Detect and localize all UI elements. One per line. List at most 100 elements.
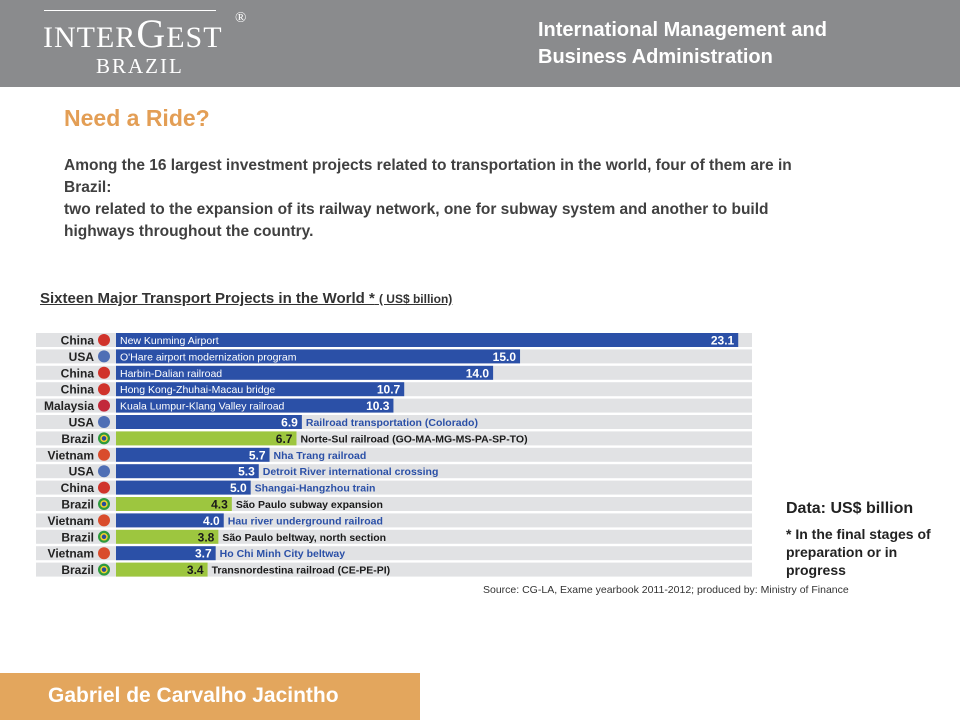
project-label: Railroad transportation (Colorado) xyxy=(306,417,478,429)
country-label: Vietnam xyxy=(48,448,94,462)
country-flag-icon xyxy=(98,465,110,478)
bar xyxy=(116,562,208,577)
country-flag-icon xyxy=(98,383,110,396)
country-flag-icon xyxy=(98,547,110,560)
country-label: Vietnam xyxy=(48,547,94,561)
value-label: 5.3 xyxy=(238,465,255,479)
value-label: 23.1 xyxy=(711,334,735,348)
bar xyxy=(116,365,494,380)
logo-prefix: INTER xyxy=(43,21,137,54)
logo-wordmark: INTERGEST xyxy=(43,14,223,56)
note-data-unit: Data: US$ billion xyxy=(786,500,914,517)
value-label: 4.0 xyxy=(203,514,220,528)
intro-paragraph-1: Among the 16 largest investment projects… xyxy=(64,157,792,196)
country-flag-icon xyxy=(98,481,110,494)
project-label: Norte-Sul railroad (GO-MA-MG-MS-PA-SP-TO… xyxy=(300,433,527,445)
flag-emblem xyxy=(100,500,108,508)
bar xyxy=(116,464,259,479)
value-label: 10.7 xyxy=(377,383,401,397)
country-label: Brazil xyxy=(61,498,94,512)
country-label: Vietnam xyxy=(48,514,94,528)
country-flag-icon xyxy=(98,448,110,461)
bar xyxy=(116,546,216,561)
value-label: 10.3 xyxy=(366,399,390,413)
project-label: Hong Kong-Zhuhai-Macau bridge xyxy=(120,384,275,396)
value-label: 14.0 xyxy=(466,366,490,380)
value-label: 3.4 xyxy=(187,563,204,577)
bar xyxy=(116,398,394,413)
country-label: China xyxy=(61,334,95,348)
flag-emblem xyxy=(100,565,108,574)
country-label: USA xyxy=(69,416,95,430)
bar xyxy=(116,497,232,511)
project-label: Harbin-Dalian railroad xyxy=(120,368,222,380)
country-label: USA xyxy=(69,350,95,364)
bar xyxy=(116,529,219,544)
header-title-line1: International Management and xyxy=(538,19,827,41)
logo-rule xyxy=(44,10,216,11)
bar xyxy=(116,415,302,429)
value-label: 4.3 xyxy=(211,498,228,512)
header-title: International Management and Business Ad… xyxy=(538,17,938,71)
bar xyxy=(116,480,251,495)
country-label: USA xyxy=(69,465,95,479)
registered-mark: ® xyxy=(235,10,247,26)
project-label: Ho Chi Minh City beltway xyxy=(220,548,346,560)
slide-title: Need a Ride? xyxy=(64,105,210,131)
value-label: 6.9 xyxy=(281,416,298,430)
value-label: 5.7 xyxy=(249,448,266,462)
chart-note: Data: US$ billion * In the final stages … xyxy=(786,498,956,579)
bar xyxy=(116,382,405,397)
country-flag-icon xyxy=(98,366,110,379)
value-label: 3.8 xyxy=(198,530,215,544)
note-footnote: * In the final stages of preparation or … xyxy=(786,526,931,578)
country-label: China xyxy=(61,481,95,495)
header-title-line2: Business Administration xyxy=(538,46,773,68)
project-label: Shangai-Hangzhou train xyxy=(255,483,376,495)
source-text: Source: CG-LA, Exame yearbook 2011-2012;… xyxy=(483,584,849,596)
chart-heading-main: Sixteen Major Transport Projects in the … xyxy=(40,290,375,307)
chart-heading: Sixteen Major Transport Projects in the … xyxy=(40,290,452,307)
project-label: Kuala Lumpur-Klang Valley railroad xyxy=(120,401,285,413)
project-label: Hau river underground railroad xyxy=(228,515,383,527)
project-label: O'Hare airport modernization program xyxy=(120,351,297,363)
country-label: Brazil xyxy=(61,530,94,544)
value-label: 5.0 xyxy=(230,481,247,495)
intergest-logo: INTERGEST ® BRAZIL xyxy=(38,6,268,82)
country-flag-icon xyxy=(98,399,110,412)
intro-text: Among the 16 largest investment projects… xyxy=(64,155,824,243)
project-label: Detroit River international crossing xyxy=(263,466,439,478)
country-label: Brazil xyxy=(61,563,94,577)
country-flag-icon xyxy=(98,416,110,428)
chart-heading-unit: ( US$ billion) xyxy=(378,292,453,306)
project-label: São Paulo beltway, north section xyxy=(222,532,386,544)
value-label: 15.0 xyxy=(493,350,517,364)
country-flag-icon xyxy=(98,350,110,363)
flag-emblem xyxy=(100,434,108,443)
project-label: Nha Trang railroad xyxy=(274,450,367,462)
flag-emblem xyxy=(100,533,108,541)
country-label: Malaysia xyxy=(44,399,94,413)
row-background xyxy=(36,562,752,577)
bar xyxy=(116,447,270,462)
country-label: China xyxy=(61,383,95,397)
bar-chart-svg: China 23.1 New Kunming Airport USA 15.0 O'Har… xyxy=(36,333,752,577)
project-label: Transnordestina railroad (CE-PE-PI) xyxy=(212,565,391,577)
logo-big-letter: G xyxy=(136,11,167,56)
presenter-name: Gabriel de Carvalho Jacintho xyxy=(48,684,339,707)
bar xyxy=(116,431,297,446)
footer-bar xyxy=(0,673,420,720)
logo-country: BRAZIL xyxy=(96,54,184,78)
project-label: New Kunming Airport xyxy=(120,335,219,347)
bar xyxy=(116,513,224,528)
bar xyxy=(116,333,739,347)
bar-chart: China 23.1 New Kunming Airport USA 15.0 O'Har… xyxy=(36,332,752,580)
value-label: 3.7 xyxy=(195,547,212,561)
country-label: China xyxy=(61,366,95,380)
country-label: Brazil xyxy=(61,432,94,446)
country-flag-icon xyxy=(98,514,110,527)
header-bar: INTERGEST ® BRAZIL International Managem… xyxy=(0,0,960,87)
bar xyxy=(116,349,521,364)
intro-paragraph-2: two related to the expansion of its rail… xyxy=(64,201,769,240)
country-flag-icon xyxy=(98,334,110,346)
